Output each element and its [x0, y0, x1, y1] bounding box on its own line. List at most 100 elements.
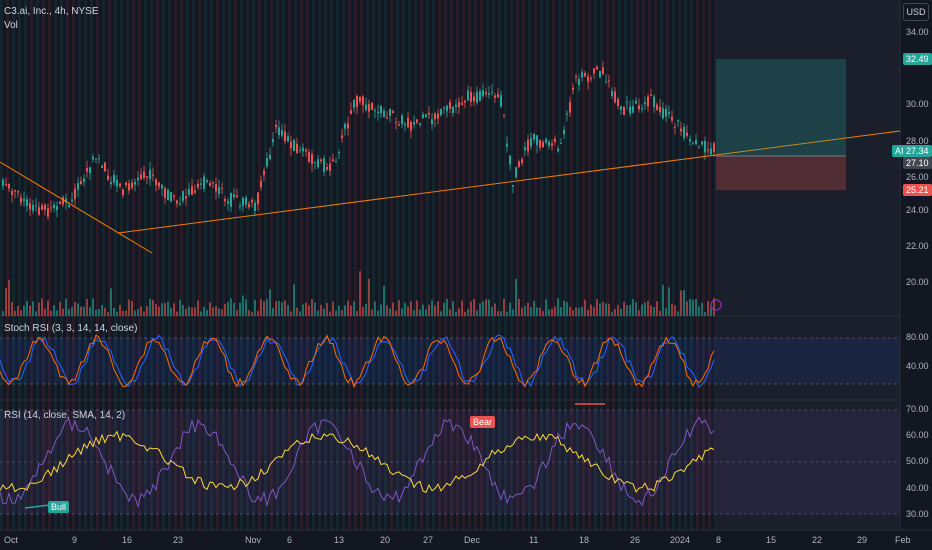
bg-stripe — [414, 0, 417, 530]
volume-bar — [587, 309, 589, 316]
volume-label: Vol — [4, 20, 18, 31]
volume-bar — [401, 308, 403, 316]
candle-body — [365, 104, 367, 110]
volume-bar — [575, 307, 577, 316]
bg-stripe — [228, 0, 231, 530]
bg-stripe — [258, 0, 261, 530]
volume-bar — [515, 278, 517, 316]
volume-bar — [632, 298, 634, 316]
volume-bar — [311, 299, 313, 316]
candle-body — [47, 208, 49, 217]
candle-body — [95, 158, 97, 160]
volume-bar — [17, 305, 19, 316]
bg-stripe — [534, 0, 537, 530]
volume-bar — [368, 278, 370, 316]
volume-bar — [617, 304, 619, 316]
candle-body — [197, 183, 199, 188]
bg-stripe — [240, 0, 243, 530]
bg-stripe — [456, 0, 459, 530]
candle-body — [671, 116, 673, 121]
bg-stripe — [396, 0, 399, 530]
volume-bar — [665, 308, 667, 316]
candle-body — [317, 159, 319, 168]
rsi-ma-line — [0, 430, 715, 493]
bg-stripe — [540, 0, 543, 530]
volume-bar — [704, 311, 706, 316]
time-tick: 13 — [334, 535, 345, 545]
volume-bar — [410, 301, 412, 316]
bg-stripe — [186, 0, 189, 530]
bg-stripe — [222, 0, 225, 530]
candle-body — [665, 108, 667, 117]
candle-body — [662, 108, 664, 119]
volume-bar — [671, 303, 673, 316]
bg-stripe — [636, 0, 639, 530]
candle-body — [41, 205, 43, 210]
volume-bar — [317, 310, 319, 316]
candle-body — [404, 123, 406, 125]
volume-bar — [494, 303, 496, 316]
currency-button[interactable]: USD — [903, 3, 929, 21]
volume-bar — [374, 301, 376, 316]
volume-bar — [683, 290, 685, 316]
bg-stripe — [144, 0, 147, 530]
bg-stripe — [138, 0, 141, 530]
time-tick: 16 — [122, 535, 133, 545]
candle-body — [641, 108, 643, 110]
rsi-label[interactable]: RSI (14, close, SMA, 14, 2) — [4, 410, 126, 421]
bg-stripe — [360, 0, 363, 530]
candle-body — [452, 106, 454, 113]
volume-bar — [479, 303, 481, 316]
candle-body — [437, 113, 439, 119]
volume-bar — [83, 306, 85, 316]
volume-bar — [620, 308, 622, 316]
bg-stripe — [708, 0, 711, 530]
candle-body — [581, 72, 583, 78]
volume-bar — [341, 310, 343, 316]
candle-body — [704, 140, 706, 153]
candle-body — [599, 70, 601, 78]
volume-bar — [644, 302, 646, 316]
candle-body — [371, 102, 373, 110]
stoch-rsi-label[interactable]: Stoch RSI (3, 3, 14, 14, close) — [4, 323, 138, 334]
bg-stripe — [366, 0, 369, 530]
volume-bar — [50, 310, 52, 316]
volume-bar — [5, 287, 7, 316]
candle-body — [332, 159, 334, 162]
ticker-badge: AI — [892, 145, 907, 157]
candle-body — [617, 99, 619, 106]
position-loss-zone — [716, 156, 846, 190]
bg-stripe — [234, 0, 237, 530]
candle-body — [563, 129, 565, 135]
volume-bar — [47, 300, 49, 316]
volume-bar — [653, 307, 655, 316]
bg-stripe — [324, 0, 327, 530]
volume-bar — [182, 304, 184, 316]
volume-bar — [227, 301, 229, 316]
time-tick: Dec — [464, 535, 481, 545]
volume-bar — [212, 307, 214, 316]
candle-body — [17, 190, 19, 193]
bg-stripe — [462, 0, 465, 530]
volume-bar — [689, 298, 691, 316]
candle-body — [602, 67, 604, 75]
volume-bar — [194, 307, 196, 316]
rsi-tick: 50.00 — [906, 456, 929, 466]
candle-body — [488, 93, 490, 95]
time-tick: 9 — [72, 535, 78, 545]
candle-body — [698, 147, 700, 149]
bg-stripe — [642, 0, 645, 530]
bg-stripe — [696, 0, 699, 530]
volume-bar — [647, 300, 649, 316]
volume-bar — [545, 299, 547, 316]
volume-bar — [140, 306, 142, 316]
volume-bar — [233, 302, 235, 316]
candle-body — [128, 183, 130, 191]
volume-bar — [191, 307, 193, 316]
candle-body — [533, 133, 535, 140]
volume-bar — [656, 301, 658, 316]
candle-body — [608, 80, 610, 82]
candle-body — [83, 178, 85, 182]
volume-bar — [503, 298, 505, 316]
